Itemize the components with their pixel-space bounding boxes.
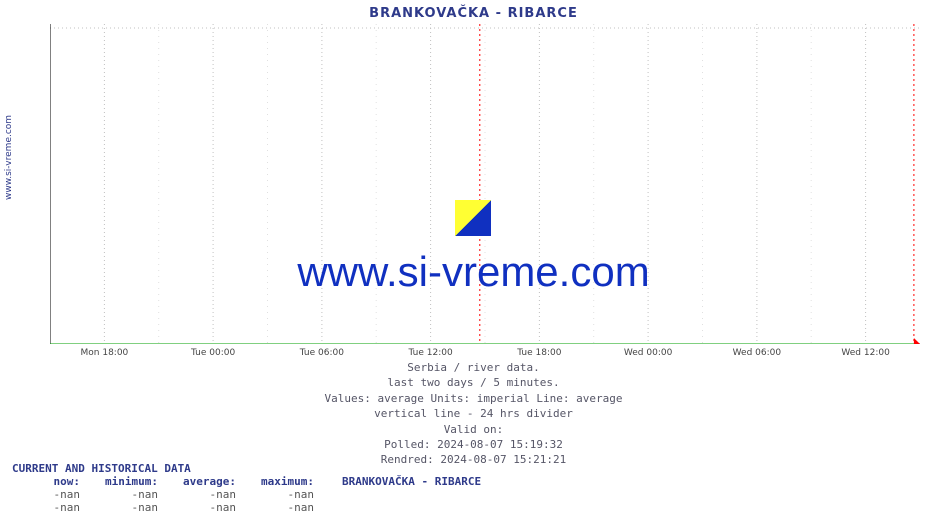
col-series: BRANKOVAČKA - RIBARCE [324, 475, 604, 488]
col-avg: average: [168, 475, 246, 488]
data-table-heading: CURRENT AND HISTORICAL DATA [12, 462, 604, 475]
data-table: CURRENT AND HISTORICAL DATA now: minimum… [12, 462, 604, 514]
xtick: Wed 12:00 [841, 348, 889, 358]
xtick: Mon 18:00 [81, 348, 129, 358]
caption-line: Valid on: [0, 422, 947, 437]
caption-line: Serbia / river data. [0, 360, 947, 375]
caption-line: last two days / 5 minutes. [0, 375, 947, 390]
xtick: Tue 06:00 [300, 348, 344, 358]
caption-line: Polled: 2024-08-07 15:19:32 [0, 437, 947, 452]
cell: -nan [12, 501, 90, 514]
cell: -nan [168, 488, 246, 501]
col-max: maximum: [246, 475, 324, 488]
cell: -nan [90, 488, 168, 501]
data-table-header-row: now: minimum: average: maximum: BRANKOVA… [12, 475, 604, 488]
chart-title: BRANKOVAČKA - RIBARCE [0, 6, 947, 21]
xtick: Wed 00:00 [624, 348, 672, 358]
xtick: Tue 12:00 [409, 348, 453, 358]
arrow-icon [914, 338, 920, 344]
col-now: now: [12, 475, 90, 488]
cell: -nan [90, 501, 168, 514]
cell: -nan [12, 488, 90, 501]
caption-line: Values: average Units: imperial Line: av… [0, 391, 947, 406]
xtick: Tue 00:00 [191, 348, 235, 358]
cell: -nan [246, 488, 324, 501]
plot-area: 0 1 [50, 24, 920, 344]
caption-block: Serbia / river data. last two days / 5 m… [0, 360, 947, 468]
caption-line: vertical line - 24 hrs divider [0, 406, 947, 421]
col-min: minimum: [90, 475, 168, 488]
xtick: Wed 06:00 [733, 348, 781, 358]
cell: -nan [246, 501, 324, 514]
watermark-logo-icon [455, 200, 491, 236]
y-axis-label: www.si-vreme.com [4, 115, 14, 200]
plot-svg: 0 1 [50, 24, 920, 344]
table-row: -nan -nan -nan -nan [12, 501, 604, 514]
table-row: -nan -nan -nan -nan [12, 488, 604, 501]
chart-container: BRANKOVAČKA - RIBARCE www.si-vreme.com [0, 0, 947, 522]
xtick: Tue 18:00 [517, 348, 561, 358]
cell: -nan [168, 501, 246, 514]
